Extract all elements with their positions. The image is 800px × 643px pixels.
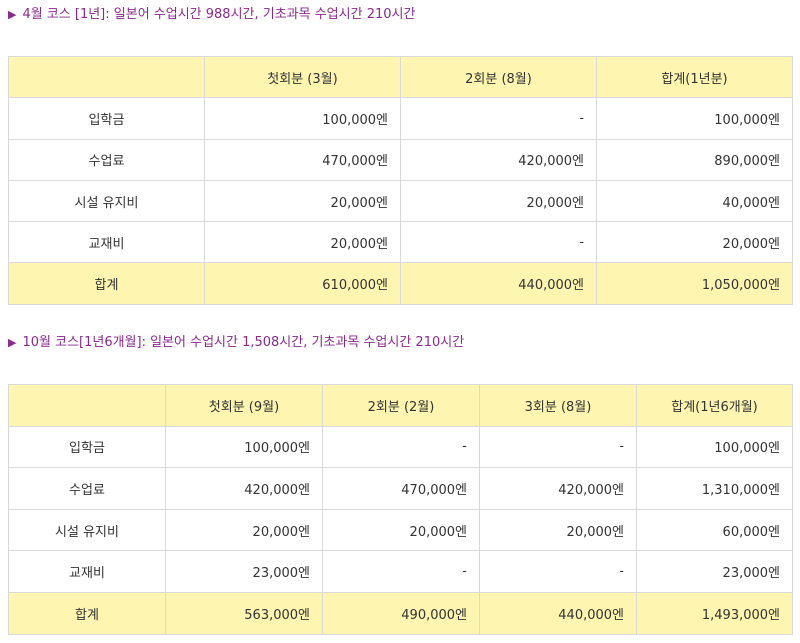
table-cell: -	[400, 221, 597, 264]
table-cell: 490,000엔	[322, 591, 480, 635]
table-cell: 470,000엔	[322, 467, 480, 510]
row-label: 시설 유지비	[8, 508, 166, 552]
table-cell: 40,000엔	[596, 179, 793, 223]
table-cell: 440,000엔	[479, 591, 637, 635]
table-cell: 563,000엔	[165, 591, 323, 635]
row-label: 시설 유지비	[8, 179, 205, 223]
table-cell: 1,310,000엔	[636, 467, 793, 510]
table-cell: 1,493,000엔	[636, 591, 793, 635]
table-cell: 100,000엔	[204, 97, 401, 140]
table-cell: 23,000엔	[636, 550, 793, 593]
table-cell: 20,000엔	[596, 221, 793, 264]
table-header-row: 첫회분 (9월) 2회분 (2월) 3회분 (8월) 합계(1년6개월)	[8, 384, 793, 427]
table-cell: 20,000엔	[400, 179, 597, 223]
table-cell: -	[400, 97, 597, 140]
header-cell: 2회분 (2월)	[322, 384, 480, 427]
table-cell: -	[479, 425, 637, 469]
table-cell: -	[322, 425, 480, 469]
table-row: 교재비 20,000엔 - 20,000엔	[8, 221, 793, 264]
table-cell: 470,000엔	[204, 138, 401, 181]
table-cell: 100,000엔	[165, 425, 323, 469]
table-cell: 23,000엔	[165, 550, 323, 593]
header-cell: 첫회분 (9월)	[165, 384, 323, 427]
table-cell: 420,000엔	[479, 467, 637, 510]
table-cell: 60,000엔	[636, 508, 793, 552]
table-cell: 420,000엔	[400, 138, 597, 181]
section-1-title: ▶ 4월 코스 [1년]: 일본어 수업시간 988시간, 기초과목 수업시간 2…	[8, 7, 416, 22]
table-row: 교재비 23,000엔 - - 23,000엔	[8, 550, 793, 593]
total-row: 합계 563,000엔 490,000엔 440,000엔 1,493,000엔	[8, 591, 793, 635]
row-label: 입학금	[8, 97, 205, 140]
table-cell: 20,000엔	[204, 179, 401, 223]
table-cell: 420,000엔	[165, 467, 323, 510]
table-cell: 890,000엔	[596, 138, 793, 181]
header-cell: 3회분 (8월)	[479, 384, 637, 427]
header-cell: 첫회분 (3월)	[204, 55, 401, 99]
table-row: 시설 유지비 20,000엔 20,000엔 20,000엔 60,000엔	[8, 508, 793, 552]
table-cell: -	[322, 550, 480, 593]
header-cell: 합계(1년6개월)	[636, 384, 793, 427]
fee-table-october: 첫회분 (9월) 2회분 (2월) 3회분 (8월) 합계(1년6개월) 입학금…	[8, 384, 793, 635]
table-cell: 20,000엔	[322, 508, 480, 552]
row-label: 합계	[8, 262, 205, 305]
header-cell: 합계(1년분)	[596, 55, 793, 99]
table-cell: 610,000엔	[204, 262, 401, 305]
triangle-right-icon: ▶	[8, 8, 17, 21]
total-row: 합계 610,000엔 440,000엔 1,050,000엔	[8, 262, 793, 305]
row-label: 교재비	[8, 221, 205, 264]
table-cell: 1,050,000엔	[596, 262, 793, 305]
section-2-title: ▶ 10월 코스[1년6개월]: 일본어 수업시간 1,508시간, 기초과목 수…	[8, 335, 465, 350]
table-header-row: 첫회분 (3월) 2회분 (8월) 합계(1년분)	[8, 55, 793, 99]
table-cell: 100,000엔	[596, 97, 793, 140]
table-cell: 100,000엔	[636, 425, 793, 469]
table-row: 수업료 420,000엔 470,000엔 420,000엔 1,310,000…	[8, 467, 793, 510]
triangle-right-icon: ▶	[8, 336, 17, 349]
table-cell: 20,000엔	[165, 508, 323, 552]
fee-table-april: 첫회분 (3월) 2회분 (8월) 합계(1년분) 입학금 100,000엔 -…	[8, 55, 793, 305]
row-label: 수업료	[8, 138, 205, 181]
table-cell: 20,000엔	[204, 221, 401, 264]
table-row: 입학금 100,000엔 - 100,000엔	[8, 97, 793, 140]
row-label: 입학금	[8, 425, 166, 469]
table-cell: 20,000엔	[479, 508, 637, 552]
row-label: 교재비	[8, 550, 166, 593]
table-row: 시설 유지비 20,000엔 20,000엔 40,000엔	[8, 179, 793, 223]
header-cell	[8, 384, 166, 427]
header-cell	[8, 55, 205, 99]
table-cell: -	[479, 550, 637, 593]
row-label: 수업료	[8, 467, 166, 510]
table-row: 입학금 100,000엔 - - 100,000엔	[8, 425, 793, 469]
header-cell: 2회분 (8월)	[400, 55, 597, 99]
row-label: 합계	[8, 591, 166, 635]
table-row: 수업료 470,000엔 420,000엔 890,000엔	[8, 138, 793, 181]
table-cell: 440,000엔	[400, 262, 597, 305]
